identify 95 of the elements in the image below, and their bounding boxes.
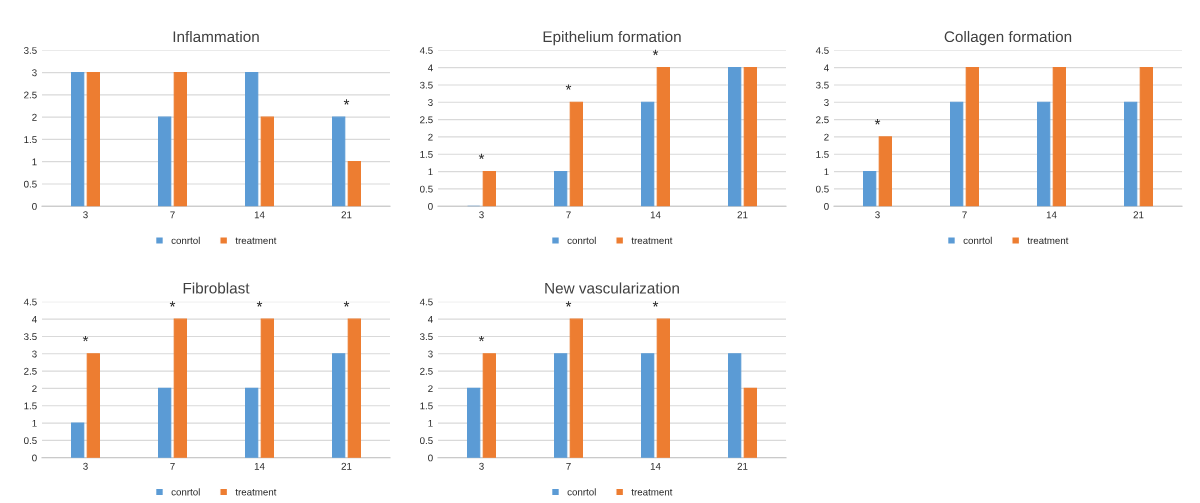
y-tick-label: 2.5 — [816, 116, 829, 124]
y-tick-label: 4 — [427, 64, 433, 72]
y-tick-label: 3.5 — [420, 81, 433, 89]
y-tick-label: 0.5 — [24, 437, 37, 445]
y-tick-label: 2 — [824, 133, 829, 141]
x-tick-label: 7 — [170, 462, 175, 470]
y-tick-label: 3 — [32, 350, 37, 358]
y-tick-label: 2 — [32, 385, 37, 392]
y-tick-label: 3.5 — [420, 333, 433, 341]
x-tick-label: 21 — [1133, 211, 1144, 219]
y-tick-label: 4 — [31, 315, 37, 323]
x-tick-label: 7 — [566, 211, 571, 219]
x-tick-label: 14 — [254, 211, 265, 219]
y-tick-label: 2 — [428, 133, 433, 141]
annotation: * — [874, 119, 881, 125]
y-tick-label: 0.5 — [420, 185, 433, 193]
y-tick-label: 0 — [824, 202, 829, 210]
y-tick-label: 4.5 — [419, 47, 433, 54]
y-tick-label: 1.5 — [24, 136, 37, 144]
y-tick-label: 4 — [427, 315, 433, 323]
y-tick-label: 1.5 — [816, 151, 829, 158]
annotation: * — [478, 153, 485, 160]
legend-label: conrtol — [567, 236, 596, 244]
y-tick-label: 2.5 — [24, 367, 37, 375]
y-tick-label: 0.5 — [816, 185, 829, 193]
x-tick-label: 21 — [341, 211, 352, 219]
x-tick-label: 21 — [737, 211, 748, 219]
x-tick-label: 14 — [1046, 211, 1057, 219]
y-tick-label: 1.5 — [24, 402, 37, 410]
x-tick-label: 3 — [479, 462, 484, 470]
y-tick-label: 0 — [428, 202, 433, 210]
annotation: * — [565, 84, 572, 90]
x-tick-label: 7 — [566, 462, 571, 470]
x-tick-label: 7 — [170, 211, 175, 219]
chart-title: Collagen formation — [944, 30, 1072, 46]
legend-label: conrtol — [171, 236, 200, 244]
y-tick-label: 3 — [32, 69, 37, 77]
y-tick-label: 0 — [32, 202, 37, 210]
legend-label: treatment — [631, 237, 673, 244]
y-tick-label: 1 — [428, 168, 433, 176]
legend-label: conrtol — [963, 236, 992, 244]
y-tick-label: 2 — [32, 113, 37, 121]
x-tick-label: 21 — [737, 462, 748, 470]
y-tick-label: 3.5 — [24, 47, 37, 54]
y-tick-label: 0 — [428, 454, 433, 462]
y-tick-label: 2.5 — [420, 116, 433, 124]
x-tick-label: 3 — [83, 462, 88, 470]
y-tick-label: 4 — [823, 64, 829, 72]
legend-label: treatment — [235, 489, 277, 496]
legend-label: treatment — [235, 237, 277, 244]
y-tick-label: 4.5 — [23, 298, 37, 306]
annotation: * — [256, 301, 263, 307]
y-tick-label: 1 — [824, 168, 829, 176]
annotation: * — [82, 335, 89, 342]
y-tick-label: 1.5 — [420, 151, 433, 158]
annotation: * — [169, 301, 176, 307]
legend-label: conrtol — [567, 488, 596, 496]
annotation: * — [343, 99, 350, 105]
y-tick-label: 4.5 — [419, 298, 433, 306]
y-tick-label: 1 — [428, 419, 433, 427]
y-tick-label: 3 — [428, 99, 433, 106]
annotation: * — [652, 49, 659, 56]
x-tick-label: 3 — [875, 211, 880, 219]
y-tick-label: 1.5 — [420, 402, 433, 410]
y-tick-label: 0.5 — [420, 437, 433, 445]
y-tick-label: 2.5 — [24, 91, 37, 99]
x-tick-label: 7 — [962, 211, 967, 219]
y-tick-label: 3 — [428, 350, 433, 358]
chart-title: Fibroblast — [183, 282, 250, 294]
x-tick-label: 21 — [341, 462, 352, 470]
legend-label: conrtol — [171, 488, 200, 496]
y-tick-label: 1 — [32, 419, 37, 427]
legend-label: treatment — [1027, 237, 1069, 244]
y-tick-label: 3.5 — [24, 333, 37, 341]
y-tick-label: 4.5 — [815, 47, 829, 54]
y-tick-label: 2 — [428, 385, 433, 392]
annotation: * — [343, 301, 350, 307]
x-tick-label: 14 — [254, 462, 265, 470]
x-tick-label: 14 — [650, 462, 661, 470]
chart-title: Epithelium formation — [543, 30, 681, 46]
x-tick-label: 3 — [479, 211, 484, 219]
annotation: * — [565, 301, 572, 307]
y-tick-label: 1 — [32, 158, 37, 166]
chart-title: New vascularization — [545, 282, 679, 294]
y-tick-label: 3 — [824, 99, 829, 106]
chart-title: Inflammation — [173, 30, 259, 43]
annotation: * — [478, 335, 485, 342]
y-tick-label: 0 — [32, 454, 37, 462]
x-tick-label: 3 — [83, 211, 88, 219]
x-tick-label: 14 — [650, 211, 661, 219]
y-tick-label: 0.5 — [24, 180, 37, 188]
y-tick-label: 2.5 — [420, 367, 433, 375]
legend-label: treatment — [631, 489, 673, 496]
y-tick-label: 3.5 — [816, 81, 829, 89]
annotation: * — [652, 301, 659, 307]
